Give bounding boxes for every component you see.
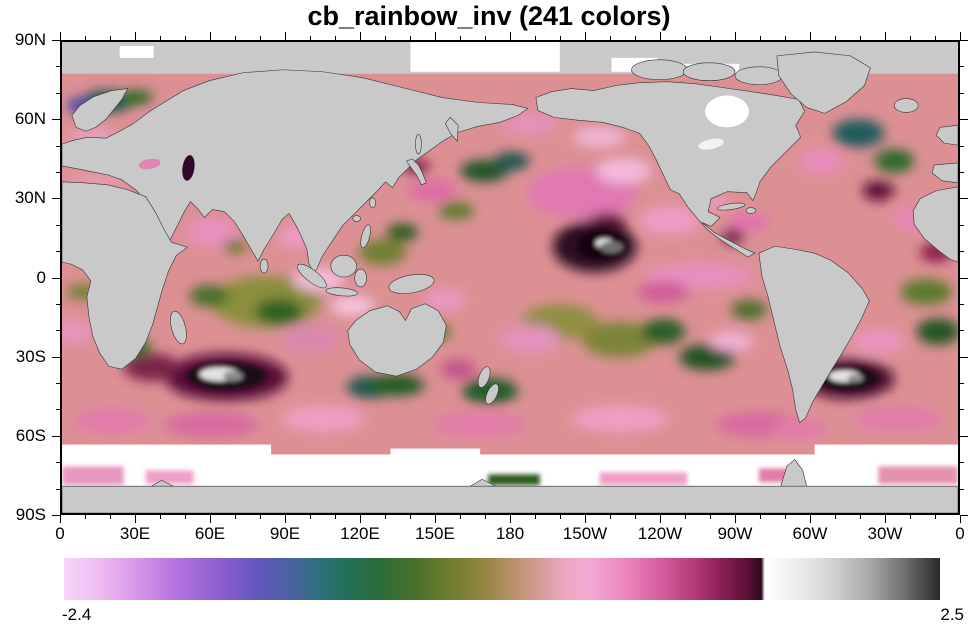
colorbar-max-label: 2.5: [940, 605, 964, 624]
x-axis-label: 0: [55, 524, 65, 543]
map-svg: [62, 42, 958, 513]
new-guinea-island: [388, 274, 435, 294]
extreme-cores-layer: [186, 231, 879, 391]
great-lakes: [698, 138, 724, 150]
scandinavia-landmass: [71, 88, 129, 132]
y-axis-label: 0: [36, 268, 46, 287]
madagascar-island: [170, 310, 187, 345]
ocean-field-layer: [62, 89, 958, 440]
sumatra-island: [296, 263, 327, 289]
colorbar-min-label: -2.4: [62, 605, 92, 624]
japan-islands: [406, 158, 427, 186]
australia-landmass: [347, 303, 447, 377]
y-axis-label: 90N: [14, 30, 46, 49]
new-zealand-south: [485, 383, 499, 405]
x-axis-label: 120E: [340, 524, 380, 543]
antarctic-peninsula: [780, 459, 807, 487]
antarctica-landmass: [62, 485, 958, 513]
north-america-landmass: [535, 81, 805, 258]
africa-landmass: [62, 181, 188, 370]
map-plot: [60, 40, 960, 515]
x-axis-label: 120W: [637, 524, 683, 543]
antarctic-ice-band: [62, 444, 958, 487]
x-axis-label: 30W: [867, 524, 903, 543]
philippines-islands: [360, 224, 371, 249]
land-layer: [62, 51, 958, 513]
y-axis-label: 30S: [15, 347, 46, 366]
iberia-strip: [931, 162, 958, 184]
x-axis-label: 180: [495, 524, 525, 543]
x-axis-label: 150W: [562, 524, 608, 543]
eurasia-landmass: [62, 69, 529, 274]
black-sea: [138, 158, 161, 170]
british-isles-strip: [935, 124, 958, 146]
x-axis-label: 90E: [269, 524, 301, 543]
iceland-island: [893, 98, 919, 113]
java-island: [325, 287, 358, 297]
y-axis-label: 30N: [14, 188, 46, 207]
west-africa-strip: [912, 186, 958, 263]
x-axis-label: 0: [955, 524, 965, 543]
new-zealand-north: [477, 366, 491, 388]
cuba-island: [716, 202, 746, 211]
hudson-bay: [705, 95, 749, 128]
south-america-landmass: [758, 245, 870, 424]
x-axis-label: 60W: [792, 524, 828, 543]
x-axis-label: 60E: [194, 524, 226, 543]
borneo-island: [330, 254, 357, 278]
x-axis-label: 30E: [119, 524, 151, 543]
greenland-landmass: [776, 51, 871, 114]
y-axis-label: 60S: [15, 426, 46, 445]
plot-title: cb_rainbow_inv (241 colors): [307, 1, 671, 31]
x-axis-label: 90W: [717, 524, 753, 543]
inland-seas-layer: [138, 95, 749, 181]
colorbar: [64, 558, 940, 600]
y-axis-label: 60N: [14, 109, 46, 128]
sri-lanka-island: [259, 258, 269, 274]
sulawesi-island: [354, 268, 367, 288]
caspian-sea: [182, 155, 195, 181]
y-axis-label: 90S: [15, 505, 46, 524]
kamchatka-peninsula: [444, 117, 459, 142]
x-axis-label: 150E: [415, 524, 455, 543]
